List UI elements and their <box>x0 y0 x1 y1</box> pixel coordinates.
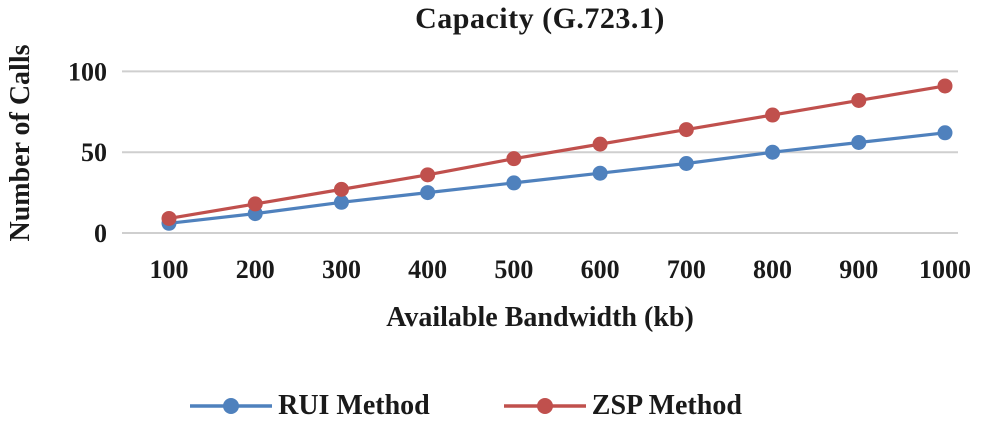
x-tick-label: 400 <box>408 255 447 284</box>
data-point-marker <box>678 122 694 138</box>
data-point-marker <box>592 165 608 181</box>
legend-item: ZSP Method <box>502 390 742 422</box>
x-tick-label: 100 <box>150 255 189 284</box>
legend: RUI Method ZSP Method <box>0 390 930 422</box>
series-line <box>168 84 946 221</box>
data-point-marker <box>333 194 349 210</box>
chart-title: Capacity (G.723.1) <box>415 2 665 35</box>
y-tick-label: 50 <box>81 138 107 167</box>
legend-label: RUI Method <box>278 390 430 421</box>
data-point-marker <box>678 156 694 172</box>
x-tick-label: 500 <box>494 255 533 284</box>
data-point-marker <box>937 78 953 94</box>
legend-marker-icon <box>190 398 273 414</box>
data-point-marker <box>765 144 781 160</box>
y-tick-label: 0 <box>94 219 107 248</box>
x-tick-label: 200 <box>236 255 275 284</box>
x-tick-label: 600 <box>581 255 620 284</box>
data-point-marker <box>851 92 867 108</box>
series-line <box>168 131 946 225</box>
y-tick-label: 100 <box>68 57 107 86</box>
data-point-marker <box>592 136 608 152</box>
data-point-marker <box>420 185 436 201</box>
x-tick-label: 300 <box>322 255 361 284</box>
data-point-marker <box>161 210 177 226</box>
data-point-marker <box>333 181 349 197</box>
data-point-marker <box>937 125 953 141</box>
legend-label: ZSP Method <box>591 390 742 421</box>
data-point-marker <box>506 175 522 191</box>
x-tick-label: 700 <box>667 255 706 284</box>
x-tick-label: 800 <box>753 255 792 284</box>
plot-area: 0 50 100 100 200 300 400 500 600 700 800 900 1000 <box>68 57 971 284</box>
x-axis-title: Available Bandwidth (kb) <box>386 302 694 333</box>
data-point-marker <box>851 135 867 150</box>
legend-item: RUI Method <box>188 390 430 422</box>
data-point-marker <box>420 167 436 183</box>
x-tick-label: 1000 <box>919 255 971 284</box>
legend-marker-icon <box>503 398 586 414</box>
data-point-marker <box>765 107 781 123</box>
data-point-marker <box>506 151 522 167</box>
x-tick-label: 900 <box>839 255 878 284</box>
data-point-marker <box>247 196 263 212</box>
